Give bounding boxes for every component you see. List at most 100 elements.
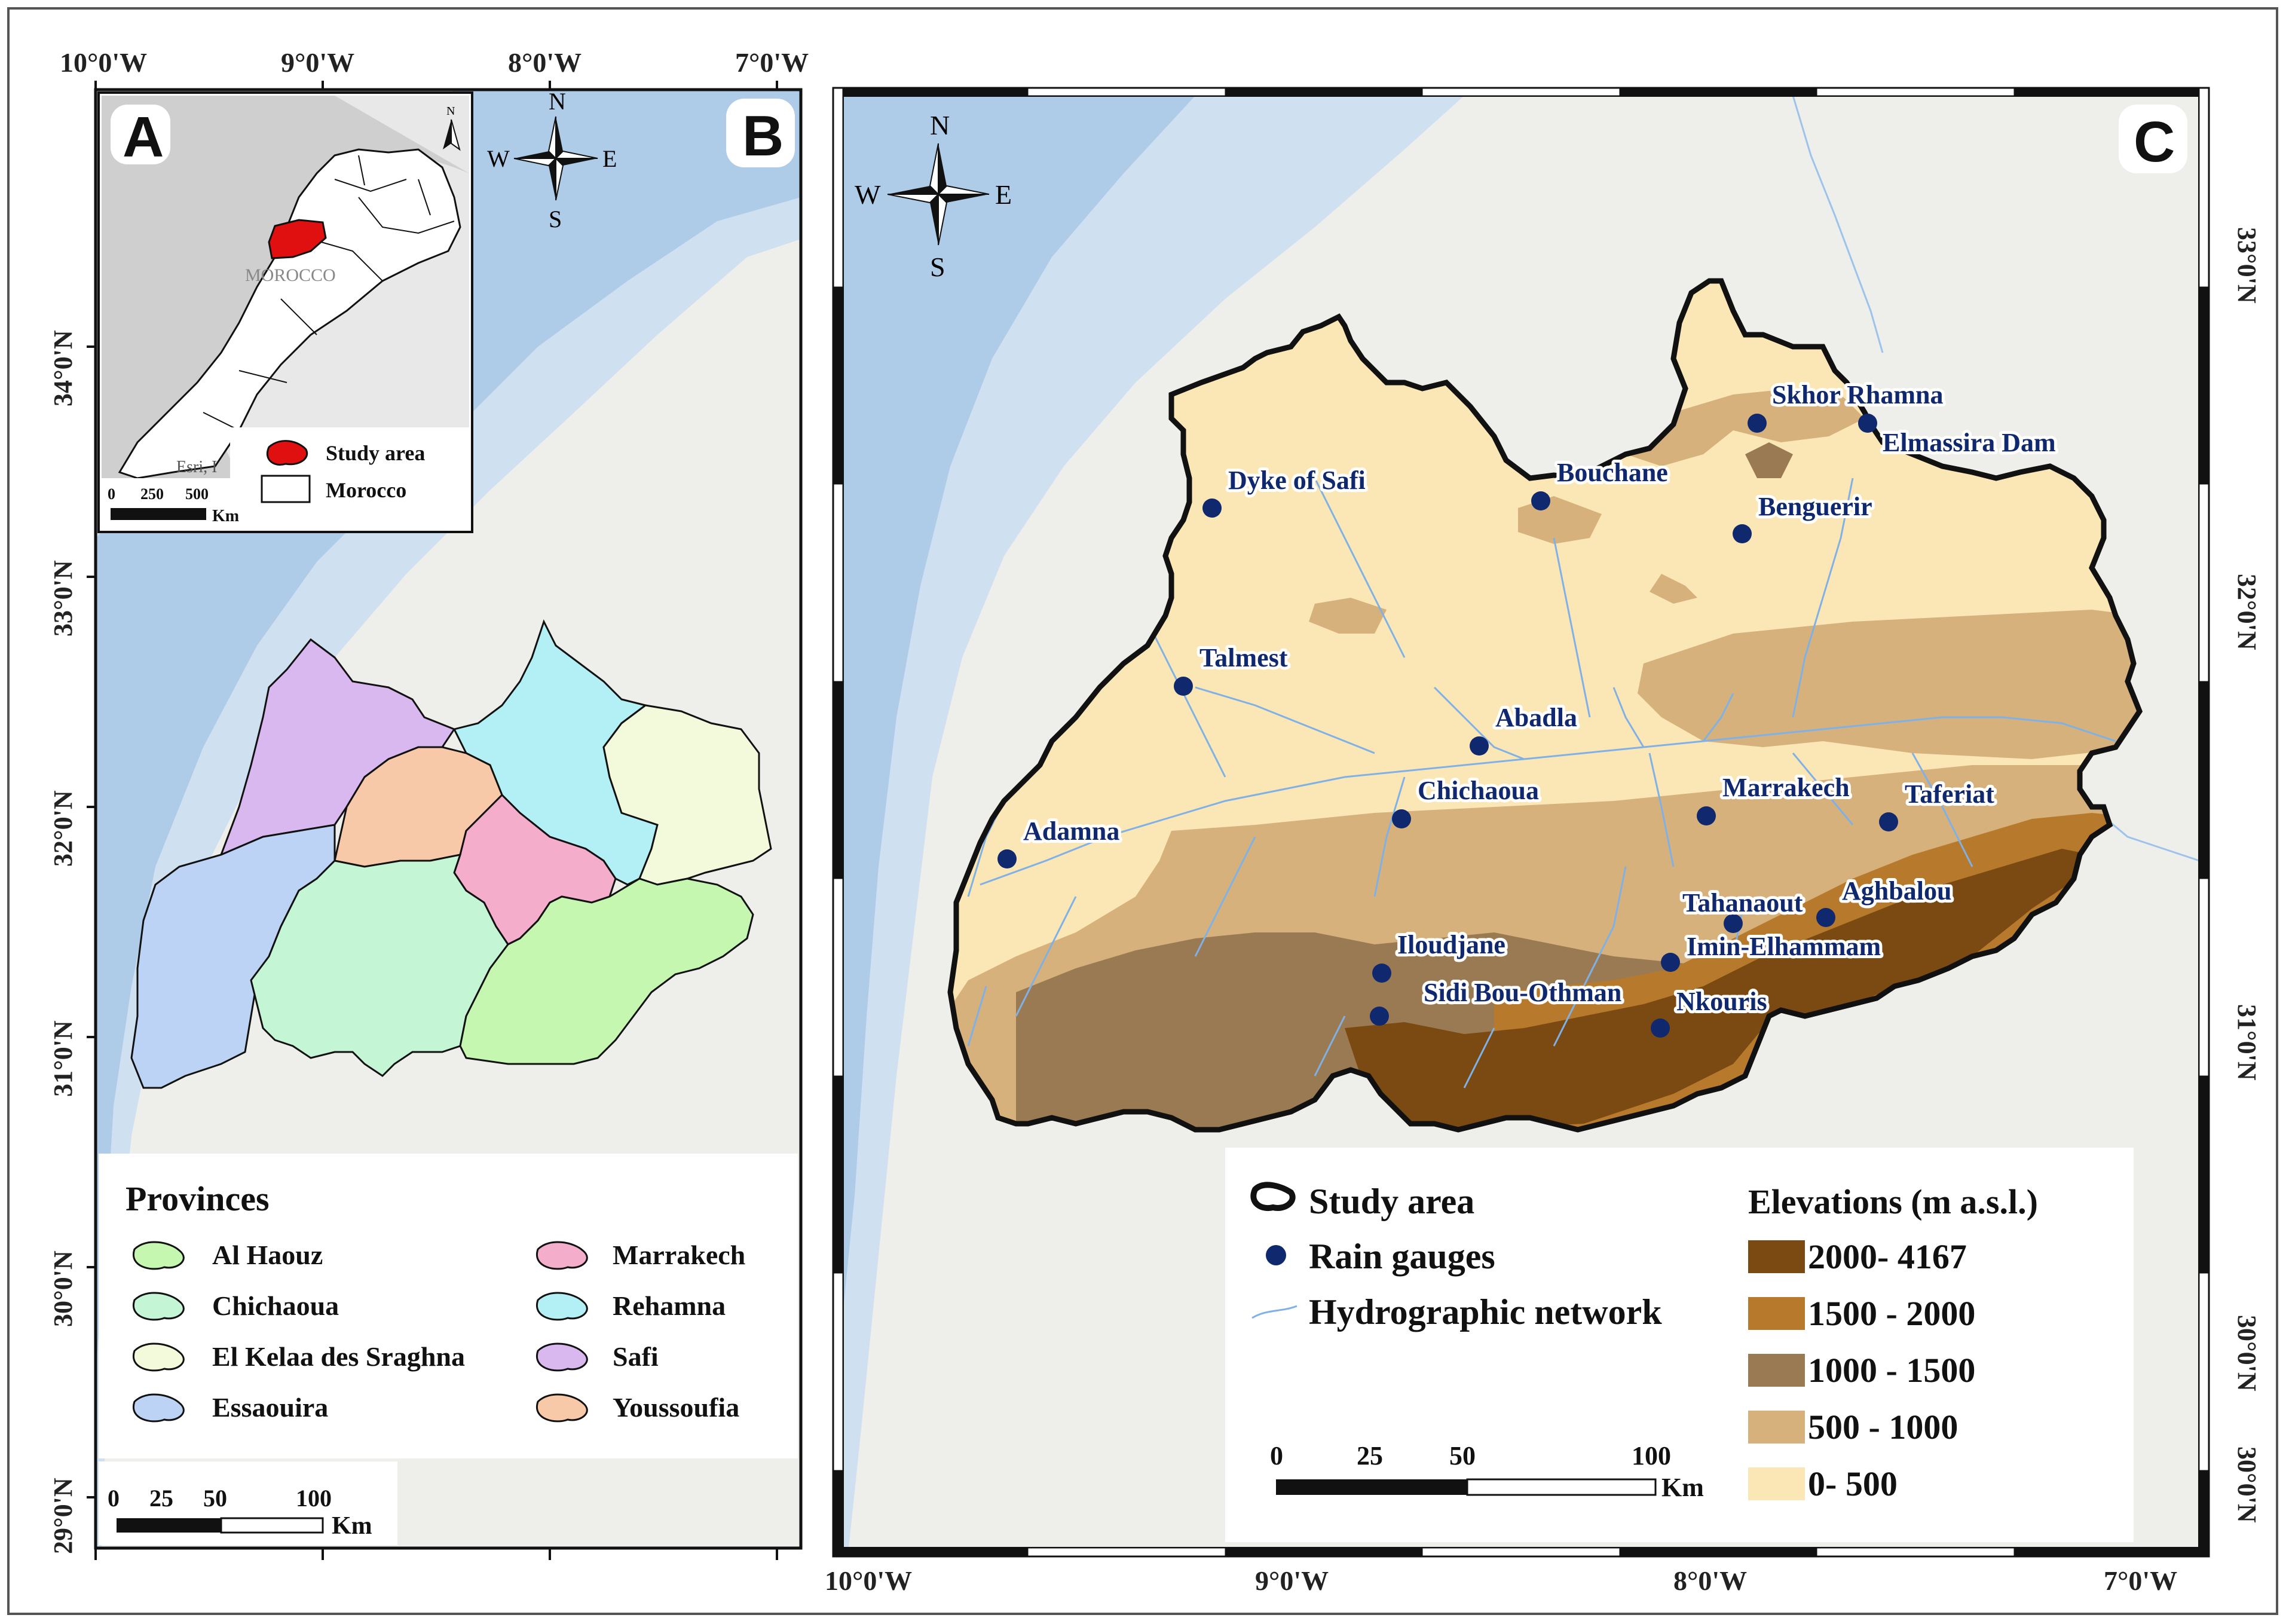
legend-elev-0: 0- 500 xyxy=(1808,1464,1898,1503)
compass-arm xyxy=(554,150,598,159)
border-segment xyxy=(2199,681,2209,879)
legend-label-elkelaa: El Kelaa des Sraghna xyxy=(212,1341,465,1372)
border-segment xyxy=(1619,1547,1817,1556)
legend-label-rehamna: Rehamna xyxy=(613,1290,726,1321)
north-arrow-right xyxy=(451,119,461,151)
border-segment xyxy=(833,1547,1029,1556)
rain-gauge-label: Adamna xyxy=(1023,816,1119,846)
a-scale-bar xyxy=(111,508,206,520)
legend-swatch-marrakech xyxy=(535,1241,588,1270)
panel-a-scale-box xyxy=(102,478,227,529)
legend-swatch-elkelaa xyxy=(132,1342,185,1372)
c-scale-bar-white xyxy=(1466,1478,1657,1496)
c-lon-8w: 8°0'W xyxy=(1673,1565,1747,1596)
border-segment xyxy=(1027,88,1226,96)
a-scale-tick-0: 0 xyxy=(108,485,115,503)
compass-s: S xyxy=(549,206,562,233)
border-segment xyxy=(1225,1547,1423,1556)
c-lon-10w: 10°0'W xyxy=(825,1565,912,1596)
legend-elev-1000: 1000 - 1500 xyxy=(1808,1351,1975,1390)
border-segment xyxy=(833,878,843,1076)
rain-gauge-label: Iloudjane xyxy=(1397,930,1505,959)
rain-gauge-dot xyxy=(1174,677,1193,696)
legend-study-area-icon xyxy=(1250,1182,1296,1212)
legend-label-youssoufia: Youssoufia xyxy=(613,1392,739,1423)
border-segment xyxy=(833,681,843,879)
b-lat-32n: 32°0'N xyxy=(48,790,78,867)
b-lat-29n: 29°0'N xyxy=(48,1478,78,1554)
rain-gauge-label: Skhor Rhamna xyxy=(1772,380,1944,409)
compass-arm xyxy=(938,143,947,194)
panel-a-north-arrow: N xyxy=(443,105,461,151)
panel-b-bottom-ticks xyxy=(94,1548,778,1560)
b-scale-tick-0: 0 xyxy=(108,1485,120,1512)
legend-elev-title: Elevations (m a.s.l.) xyxy=(1748,1182,2038,1221)
c-scale-tick-50: 50 xyxy=(1449,1441,1476,1470)
border-segment xyxy=(1619,88,1817,96)
rain-gauge-label: Talmest xyxy=(1199,643,1288,672)
a-scale-unit: Km xyxy=(212,507,239,525)
a-scale-tick-500: 500 xyxy=(185,485,209,503)
b-scale-tick-25: 25 xyxy=(149,1485,173,1512)
province-alhaouz xyxy=(459,877,754,1065)
legend-elev-swatch-0 xyxy=(1748,1467,1805,1500)
legend-swatch-alhaouz xyxy=(132,1241,185,1270)
c-scale-bar-black xyxy=(1276,1479,1467,1495)
elev-2000-4167 xyxy=(1345,849,2092,1130)
compass-n: N xyxy=(930,110,950,140)
study-area-boundary xyxy=(947,278,2143,1133)
b-scale-tick-50: 50 xyxy=(203,1485,227,1512)
border-segment xyxy=(833,88,1029,96)
panel-b-letter: B xyxy=(742,104,784,168)
border-segment xyxy=(2199,484,2209,682)
border-segment xyxy=(833,1273,843,1471)
rain-gauges: Skhor Rhamna Elmassira Dam Dyke of Safi Bou… xyxy=(997,377,2059,1038)
border-segment xyxy=(1225,88,1423,96)
morocco-outline xyxy=(118,148,461,479)
legend-label-marrakech: Marrakech xyxy=(613,1240,745,1270)
compass-arm xyxy=(888,186,938,194)
compass-arm xyxy=(938,194,989,203)
legend-c-study-area: Study area xyxy=(1309,1182,1474,1221)
rain-gauge-label: Abadla xyxy=(1495,703,1577,732)
border-segment xyxy=(833,286,843,485)
rain-gauge-dot xyxy=(1816,908,1835,927)
b-lon-9w: 9°0'W xyxy=(281,47,354,78)
rain-gauge-dot xyxy=(1531,491,1550,510)
provinces-map xyxy=(130,619,772,1089)
panel-a-inset: MOROCCO Esri, I A N Study area Morocco 0… xyxy=(97,91,473,533)
rain-gauge-label: Taferiat xyxy=(1905,779,1994,809)
b-lat-30n: 30°0'N xyxy=(48,1250,78,1327)
provinces-legend: Provinces Al Haouz Chichaoua El Kelaa de… xyxy=(99,1154,798,1458)
legend-elev-swatch-500 xyxy=(1748,1411,1805,1443)
legend-c-hydro: Hydrographic network xyxy=(1309,1292,1662,1332)
north-arrow-left xyxy=(443,120,451,149)
border-segment xyxy=(1422,1547,1620,1556)
rain-gauge-label: Dyke of Safi xyxy=(1228,466,1366,495)
panel-b-scale: 0 25 50 100 Km xyxy=(99,1461,397,1545)
rain-gauge-dot xyxy=(1651,1019,1670,1038)
panel-b-letter-box xyxy=(726,99,795,167)
compass-arm xyxy=(887,194,940,204)
rain-gauge-label: Aghbalou xyxy=(1842,876,1951,906)
border-segment xyxy=(2199,878,2209,1076)
legend-rain-gauge-dot xyxy=(1266,1245,1286,1265)
morocco-internal-borders xyxy=(203,155,455,431)
legend-study-area-swatch xyxy=(266,440,308,466)
panel-c-legend-box xyxy=(1225,1148,2134,1542)
border-segment xyxy=(1027,1547,1226,1556)
rain-gauge-label: Imin-Elhammam xyxy=(1687,932,1881,961)
panel-c-ocean-shelf xyxy=(843,96,1464,1548)
legend-swatch-rehamna xyxy=(535,1292,588,1321)
legend-label-alhaouz: Al Haouz xyxy=(212,1240,323,1270)
rain-gauge-dot xyxy=(1858,414,1877,433)
a-scale-tick-250: 250 xyxy=(140,485,164,503)
border-segment xyxy=(1816,1547,2015,1556)
provinces-legend-box xyxy=(99,1154,798,1458)
compass-arm xyxy=(930,194,938,245)
legend-elev-swatch-2000 xyxy=(1748,1240,1805,1273)
compass-arm xyxy=(937,185,990,195)
border-segment xyxy=(2199,88,2209,288)
legend-label-safi: Safi xyxy=(613,1341,659,1372)
